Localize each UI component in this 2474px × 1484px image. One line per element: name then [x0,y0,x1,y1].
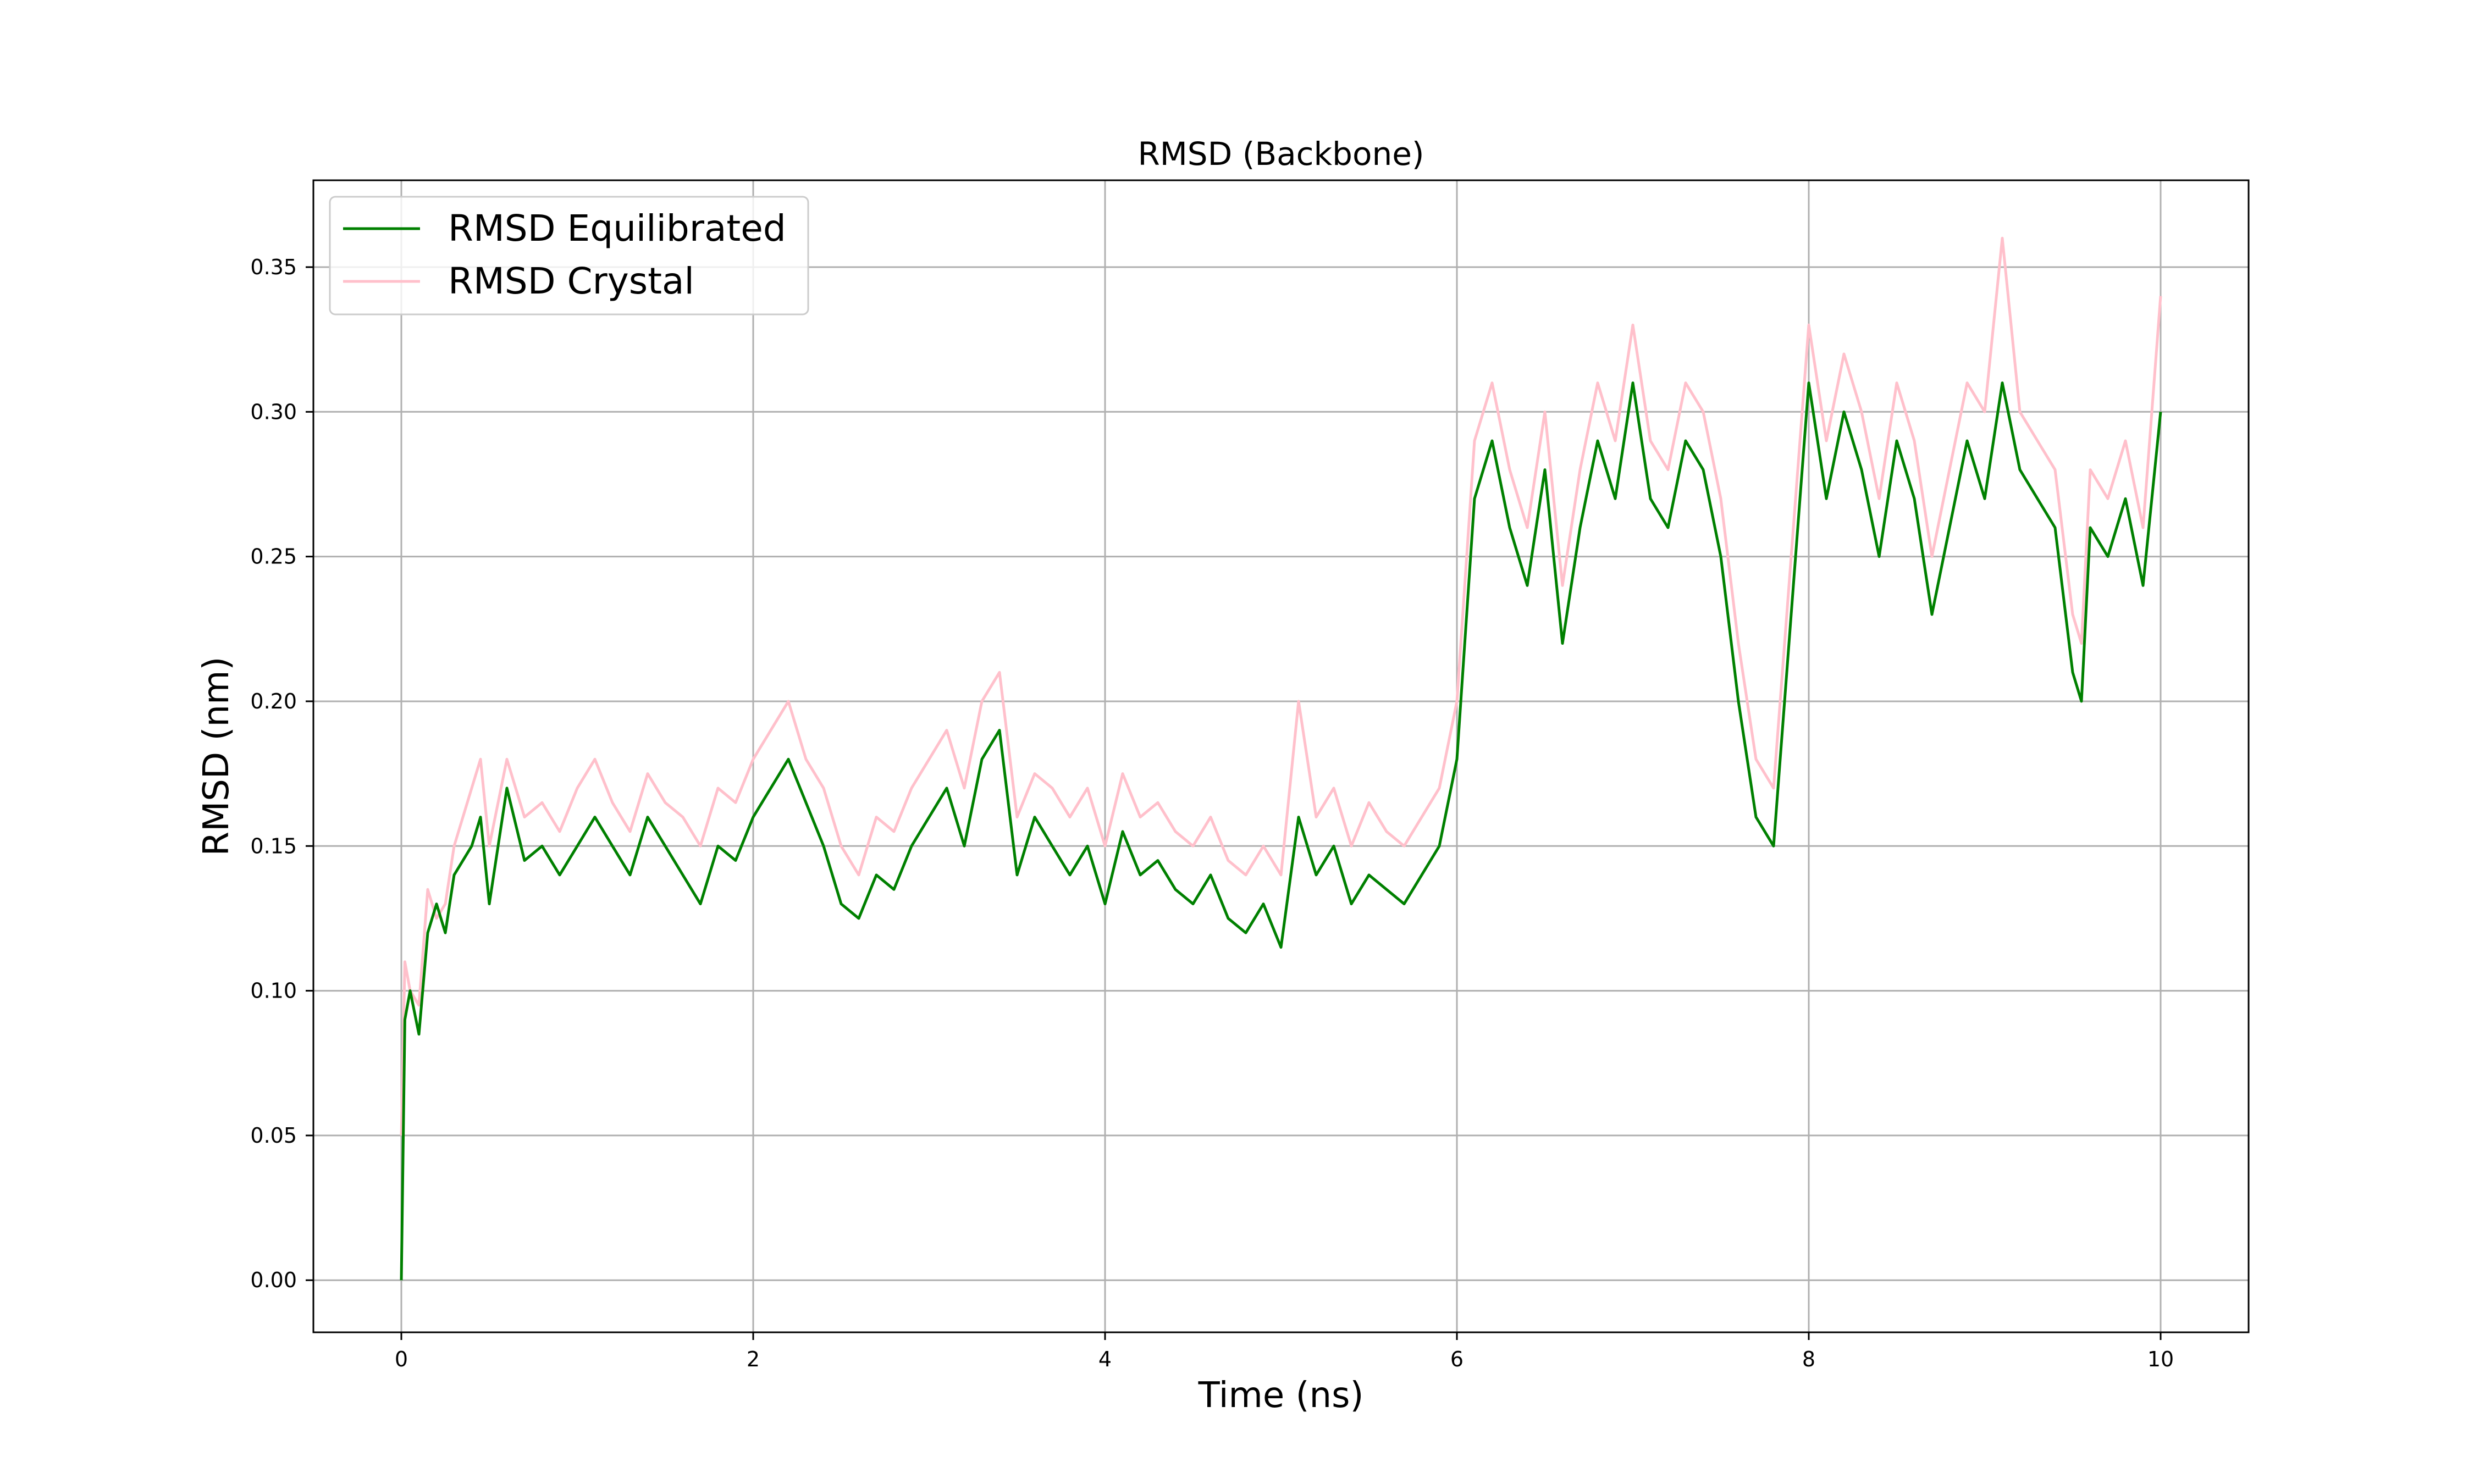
y-axis-title: RMSD (nm) [196,657,237,856]
series-line-equilibrated [400,381,2162,1281]
y-tick-label: 0.30 [250,400,297,424]
y-tick-label: 0.20 [250,689,297,713]
y-tick-label: 0.10 [250,979,297,1003]
x-tick-label: 4 [1098,1347,1112,1371]
grid [313,180,2249,1332]
chart-title: RMSD (Backbone) [1137,135,1424,173]
series-line-crystal [400,236,2162,1136]
y-tick-label: 0.15 [250,834,297,858]
legend-label-crystal: RMSD Crystal [448,260,694,302]
series-lines [400,236,2162,1281]
legend: RMSD Equilibrated RMSD Crystal [329,196,809,315]
legend-box [329,196,809,315]
x-axis-title: Time (ns) [1198,1375,1364,1416]
x-tick-label: 8 [1802,1347,1815,1371]
y-tick-label: 0.00 [250,1268,297,1292]
x-tick-label: 2 [747,1347,760,1371]
plot-frame [312,179,2250,1333]
x-tick-label: 6 [1450,1347,1464,1371]
x-tick-label: 0 [395,1347,408,1371]
x-tick-label: 10 [2147,1347,2174,1371]
axis-ticks: 0 2 4 6 8 10 0.00 0.05 0.10 0.15 0.20 0.25 0.30 0.35 [250,255,2174,1371]
legend-label-equilibrated: RMSD Equilibrated [448,207,786,250]
y-tick-label: 0.05 [250,1123,297,1148]
y-tick-label: 0.25 [250,545,297,569]
y-tick-label: 0.35 [250,255,297,279]
